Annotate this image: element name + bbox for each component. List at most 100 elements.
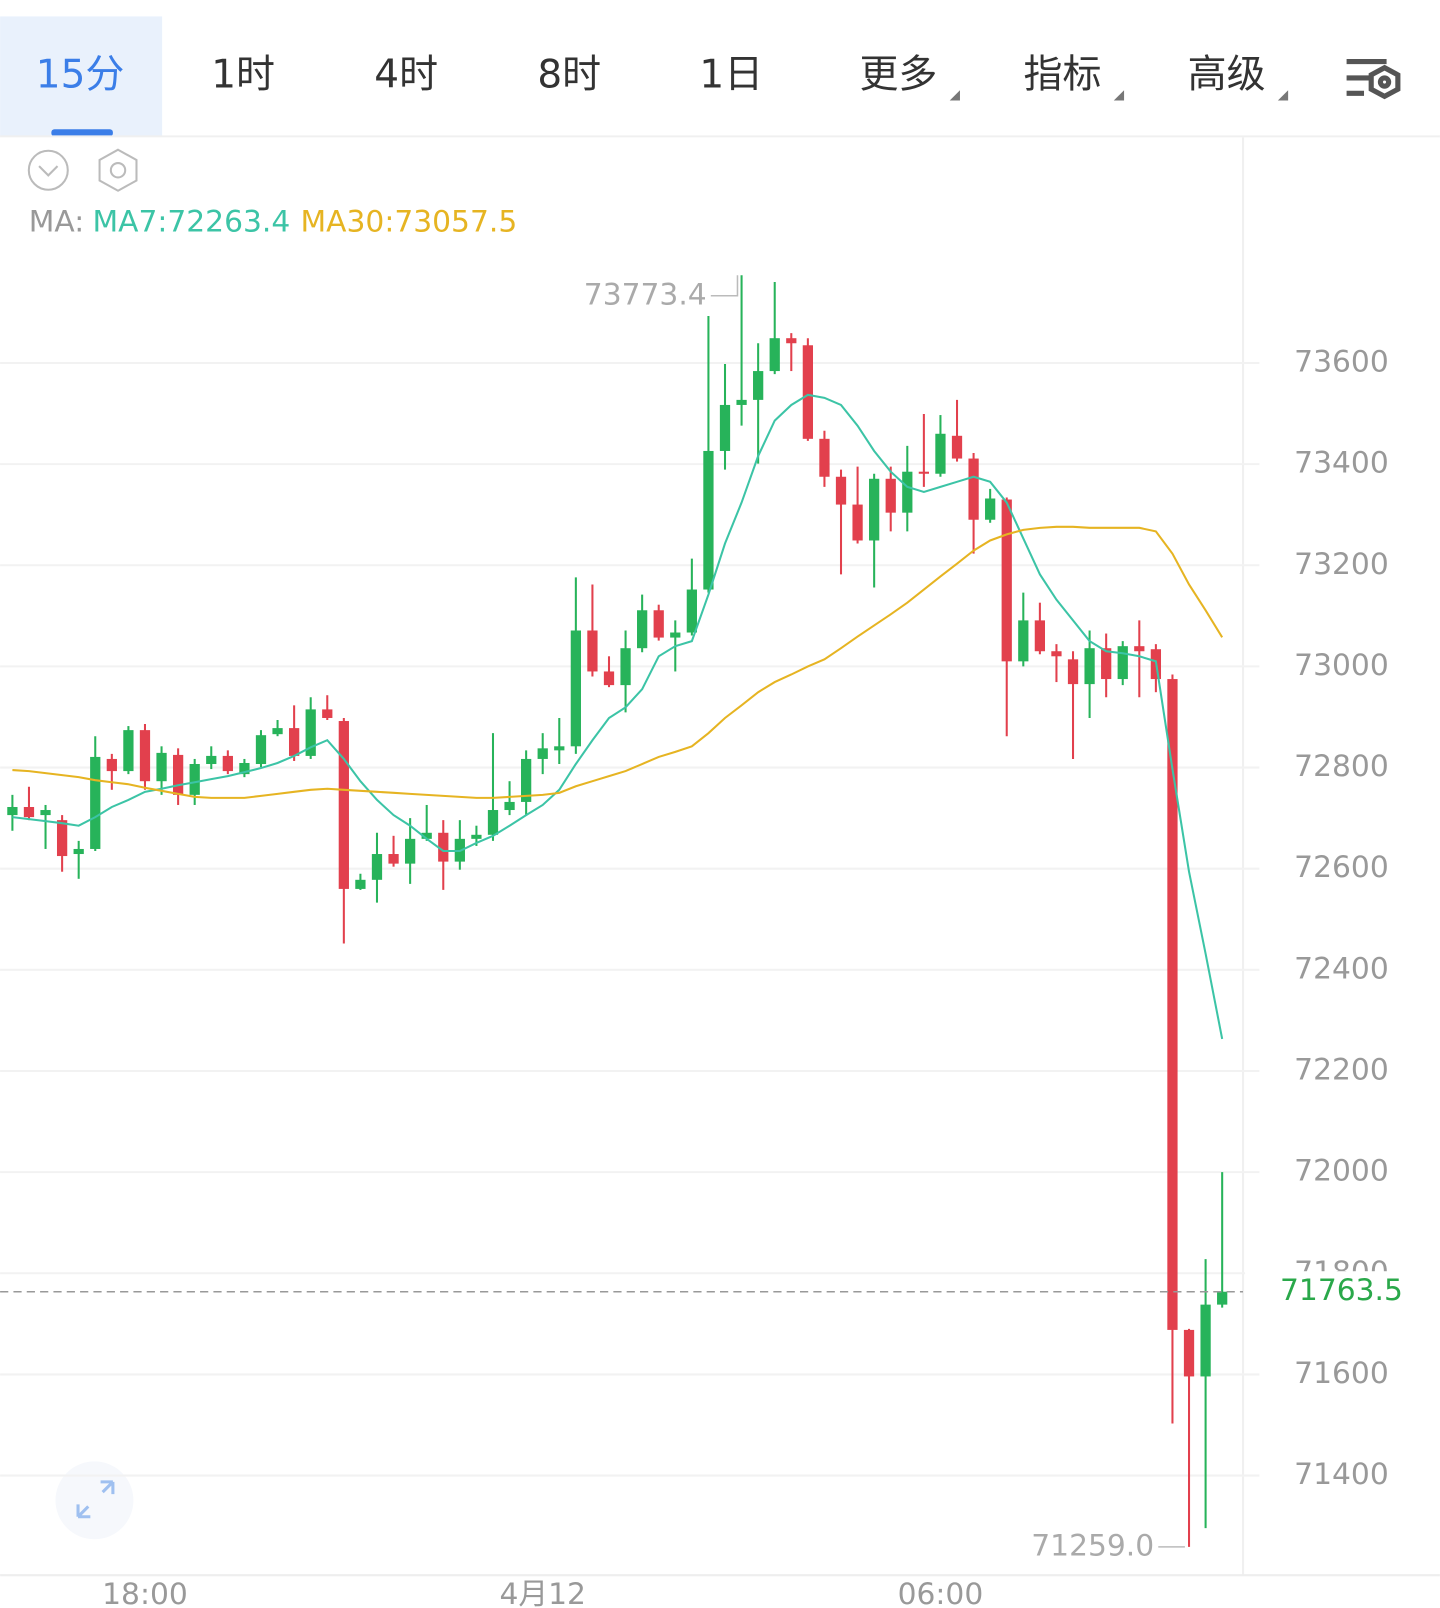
y-tick-label: 73200 [1294, 547, 1389, 582]
candle-body [786, 338, 797, 344]
candle-body [156, 752, 167, 782]
x-tick-label: 4月12 [499, 1577, 585, 1608]
candle-body [388, 854, 399, 864]
candle-body [438, 832, 449, 862]
candle-body [902, 471, 913, 513]
tab[interactable]: 15分 [36, 52, 125, 97]
tab[interactable]: 高级 [1188, 52, 1266, 97]
candle-body [23, 806, 35, 818]
last-price-label: 71763.5 [1280, 1273, 1403, 1308]
candle-body [835, 476, 847, 505]
candle-body [305, 709, 316, 756]
y-tick-label: 72000 [1294, 1154, 1389, 1189]
candle-body [73, 848, 84, 855]
candle-body [885, 478, 896, 513]
candle-body [951, 435, 963, 459]
y-tick-label: 72200 [1294, 1052, 1389, 1087]
candle-body [106, 758, 117, 772]
candle-body [1034, 620, 1046, 652]
candle-body [918, 471, 929, 474]
candle-body [985, 498, 996, 520]
settings-hex[interactable] [98, 148, 138, 192]
tab[interactable]: 4时 [374, 52, 438, 97]
tab[interactable]: 1日 [699, 52, 763, 97]
candle-body [935, 433, 946, 474]
candle-body [1018, 620, 1029, 662]
last-price-box [1245, 1271, 1440, 1313]
candle-body [1167, 679, 1178, 1330]
collapse-icon[interactable] [27, 149, 69, 191]
y-tick-label: 72400 [1294, 951, 1389, 986]
candle-body [421, 832, 432, 839]
ma-prefix: MA: [29, 204, 84, 239]
y-tick-label: 71600 [1294, 1356, 1389, 1391]
tab-indicator [51, 129, 113, 137]
candle-body [56, 820, 68, 857]
candle-body [1001, 499, 1012, 662]
tab[interactable]: 1时 [211, 52, 275, 97]
annotation-label: 73773.4 [584, 277, 707, 312]
settings-icon[interactable] [1346, 58, 1401, 100]
candle-body [637, 610, 648, 649]
candle-body [1067, 659, 1079, 685]
candle-body [753, 371, 764, 400]
tab[interactable]: 更多 [859, 52, 937, 97]
ma-line [12, 525, 1224, 799]
candle-body [1051, 651, 1062, 657]
fullscreen-icon [76, 1480, 115, 1519]
candle-body [719, 404, 731, 451]
candle-body [1117, 646, 1128, 680]
chart: 7140071600718007200072200724007260072800… [0, 275, 1440, 1608]
y-tick-label: 73400 [1294, 446, 1389, 481]
candle-body [405, 838, 416, 864]
candle-body [487, 810, 499, 835]
collapse-chevron [38, 165, 59, 177]
y-tick-label: 73600 [1294, 344, 1389, 379]
tab[interactable]: 指标 [1024, 52, 1102, 97]
candle-body [288, 728, 300, 756]
candle-body [769, 338, 780, 372]
fullscreen-button[interactable] [55, 1461, 134, 1540]
ma-line [12, 393, 1224, 1040]
x-tick-label: 18:00 [102, 1577, 188, 1608]
settings-hex-dot [109, 162, 127, 179]
candle-body [371, 854, 383, 880]
candle-body [7, 806, 18, 816]
candle-body [587, 630, 598, 672]
candle-body [40, 810, 51, 816]
candle-body [222, 755, 233, 772]
candle-body [869, 478, 880, 541]
y-tick-label: 72800 [1294, 749, 1389, 784]
legend-entry: MA30:73057.5 [301, 204, 518, 239]
candle-body [1217, 1291, 1228, 1305]
candle-body [189, 764, 200, 795]
candle-body [1134, 646, 1145, 652]
candle-body [1200, 1304, 1211, 1377]
tab-selected-bg [0, 16, 163, 137]
candle-body [653, 610, 664, 638]
legend-entry: MA7:72263.4 [92, 204, 290, 239]
candle-body [471, 834, 482, 839]
candle-body [736, 399, 747, 405]
candle-body [172, 754, 184, 795]
tab[interactable]: 8时 [537, 52, 601, 97]
candle-body [802, 345, 813, 439]
candle-body [620, 648, 631, 686]
annotation-leader [710, 275, 739, 297]
x-tick-label: 06:00 [898, 1577, 984, 1608]
candle-body [504, 801, 515, 811]
y-tick-label: 72600 [1294, 850, 1389, 885]
candle-body [703, 450, 714, 590]
candle-body [670, 632, 681, 638]
candle-body [139, 730, 151, 782]
candle-body [239, 762, 250, 775]
candle-body [521, 758, 532, 802]
candle-body [322, 709, 333, 718]
candle-body [603, 671, 615, 686]
candle-body [554, 746, 565, 751]
candle-body [686, 589, 697, 633]
candle-body [206, 755, 217, 765]
candle-body [272, 728, 283, 735]
y-tick-label: 73000 [1294, 648, 1389, 683]
